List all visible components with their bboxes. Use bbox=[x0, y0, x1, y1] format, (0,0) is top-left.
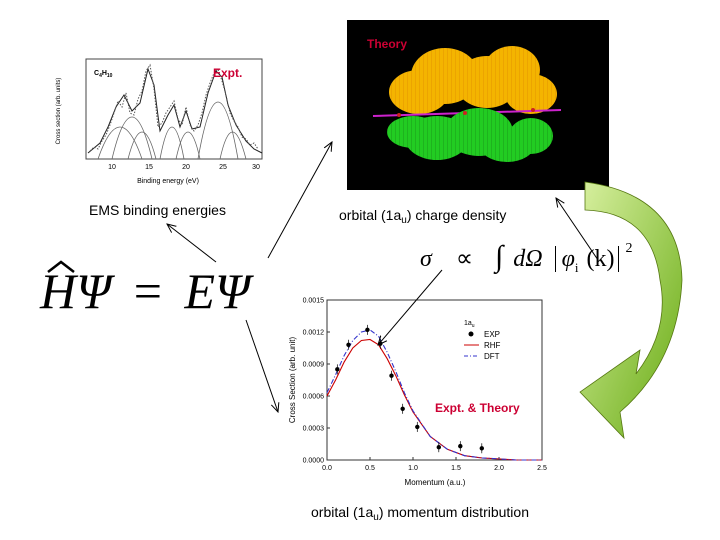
ems-ylabel: Cross section (arb. units) bbox=[56, 78, 62, 145]
orbital-density-image bbox=[372, 46, 562, 162]
y-tick-label: 0.0006 bbox=[303, 394, 325, 401]
arrow-to-momentum bbox=[245, 319, 278, 412]
svg-text:20: 20 bbox=[182, 164, 190, 171]
exp-data-point bbox=[365, 327, 370, 333]
x-tick-label: 0.5 bbox=[365, 465, 375, 472]
theory-orbital-panel: Theory bbox=[347, 20, 609, 190]
expt-label: Expt. bbox=[213, 66, 243, 80]
theory-label: Theory bbox=[367, 37, 408, 51]
plot-frame bbox=[326, 299, 543, 461]
legend-title: 1au bbox=[464, 320, 475, 329]
ems-plot-frame bbox=[85, 58, 263, 160]
y-tick-label: 0.0003 bbox=[303, 426, 325, 433]
exp-data-point bbox=[389, 373, 394, 378]
arrow-formula-to-density bbox=[556, 198, 599, 261]
x-tick-label: 2.5 bbox=[537, 465, 547, 472]
legend-rhf-label: RHF bbox=[484, 341, 501, 350]
momentum-distribution-chart: 0.0000 0.0003 0.0006 0.0009 0.0012 0.0015 0.0… bbox=[288, 298, 547, 488]
x-tick-label: 2.0 bbox=[494, 465, 504, 472]
x-axis-label: Momentum (a.u.) bbox=[405, 478, 466, 487]
big-curved-green-arrow bbox=[579, 181, 683, 440]
exp-data-point bbox=[400, 406, 405, 411]
y-tick-label: 0.0009 bbox=[303, 362, 325, 369]
atom-markers bbox=[397, 108, 535, 117]
exp-data-point bbox=[436, 445, 441, 450]
ems-gaussian-components bbox=[97, 101, 247, 160]
legend-exp-label: EXP bbox=[484, 330, 500, 339]
ems-xlabel: Binding energy (eV) bbox=[137, 178, 199, 185]
ems-expt-points bbox=[89, 63, 259, 152]
ems-binding-energies-caption: EMS binding energies bbox=[89, 202, 226, 218]
legend-exp-marker bbox=[468, 331, 474, 337]
exp-data-point bbox=[458, 443, 463, 449]
exp-data-point bbox=[415, 424, 420, 430]
ems-spectrum-panel: C4H10 Binding energy (eV) Cross section … bbox=[50, 55, 268, 190]
ems-molecule-label: C4H10 bbox=[94, 70, 113, 79]
ems-xticks: 10 15 20 25 30 bbox=[108, 164, 260, 171]
legend: 1au EXP RHF DFT bbox=[464, 320, 501, 361]
x-tick-label: 0.0 bbox=[322, 465, 332, 472]
y-tick-label: 0.0012 bbox=[303, 330, 325, 337]
exp-data-point bbox=[335, 367, 340, 372]
arrow-to-ems bbox=[167, 224, 217, 263]
x-tick-label: 1.0 bbox=[408, 465, 418, 472]
orbital-bottom-lobe bbox=[387, 108, 553, 162]
legend-dft-label: DFT bbox=[484, 352, 500, 361]
y-tick-label: 0.0000 bbox=[303, 458, 325, 465]
charge-density-caption: orbital (1au) charge density bbox=[339, 207, 507, 226]
ems-spectrum-plot: C4H10 Binding energy (eV) Cross section … bbox=[56, 58, 263, 185]
svg-text:25: 25 bbox=[219, 164, 227, 171]
schrodinger-equation: HΨ = EΨ bbox=[40, 260, 250, 320]
y-axis-label: Cross Section (arb. unit) bbox=[288, 337, 297, 424]
expt-theory-label: Expt. & Theory bbox=[435, 401, 520, 415]
arrow-to-theory bbox=[267, 142, 332, 259]
x-tick-label: 1.5 bbox=[451, 465, 461, 472]
y-tick-label: 0.0015 bbox=[303, 298, 325, 305]
svg-text:30: 30 bbox=[252, 164, 260, 171]
hat-accent bbox=[47, 260, 75, 273]
momentum-chart-panel: 0.0000 0.0003 0.0006 0.0009 0.0012 0.0015 0.0… bbox=[275, 290, 550, 495]
svg-text:10: 10 bbox=[108, 164, 116, 171]
arrow-formula-to-chart bbox=[378, 269, 443, 345]
cross-section-formula: σ ∝ ∫ dΩ φi (k) 2 bbox=[420, 240, 633, 275]
exp-data-point bbox=[346, 342, 351, 347]
exp-data-point bbox=[479, 446, 484, 451]
dft-curve bbox=[326, 329, 542, 461]
svg-text:15: 15 bbox=[145, 164, 153, 171]
orbital-top-lobe bbox=[389, 46, 557, 114]
momentum-distribution-caption: orbital (1au) momentum distribution bbox=[311, 504, 529, 523]
